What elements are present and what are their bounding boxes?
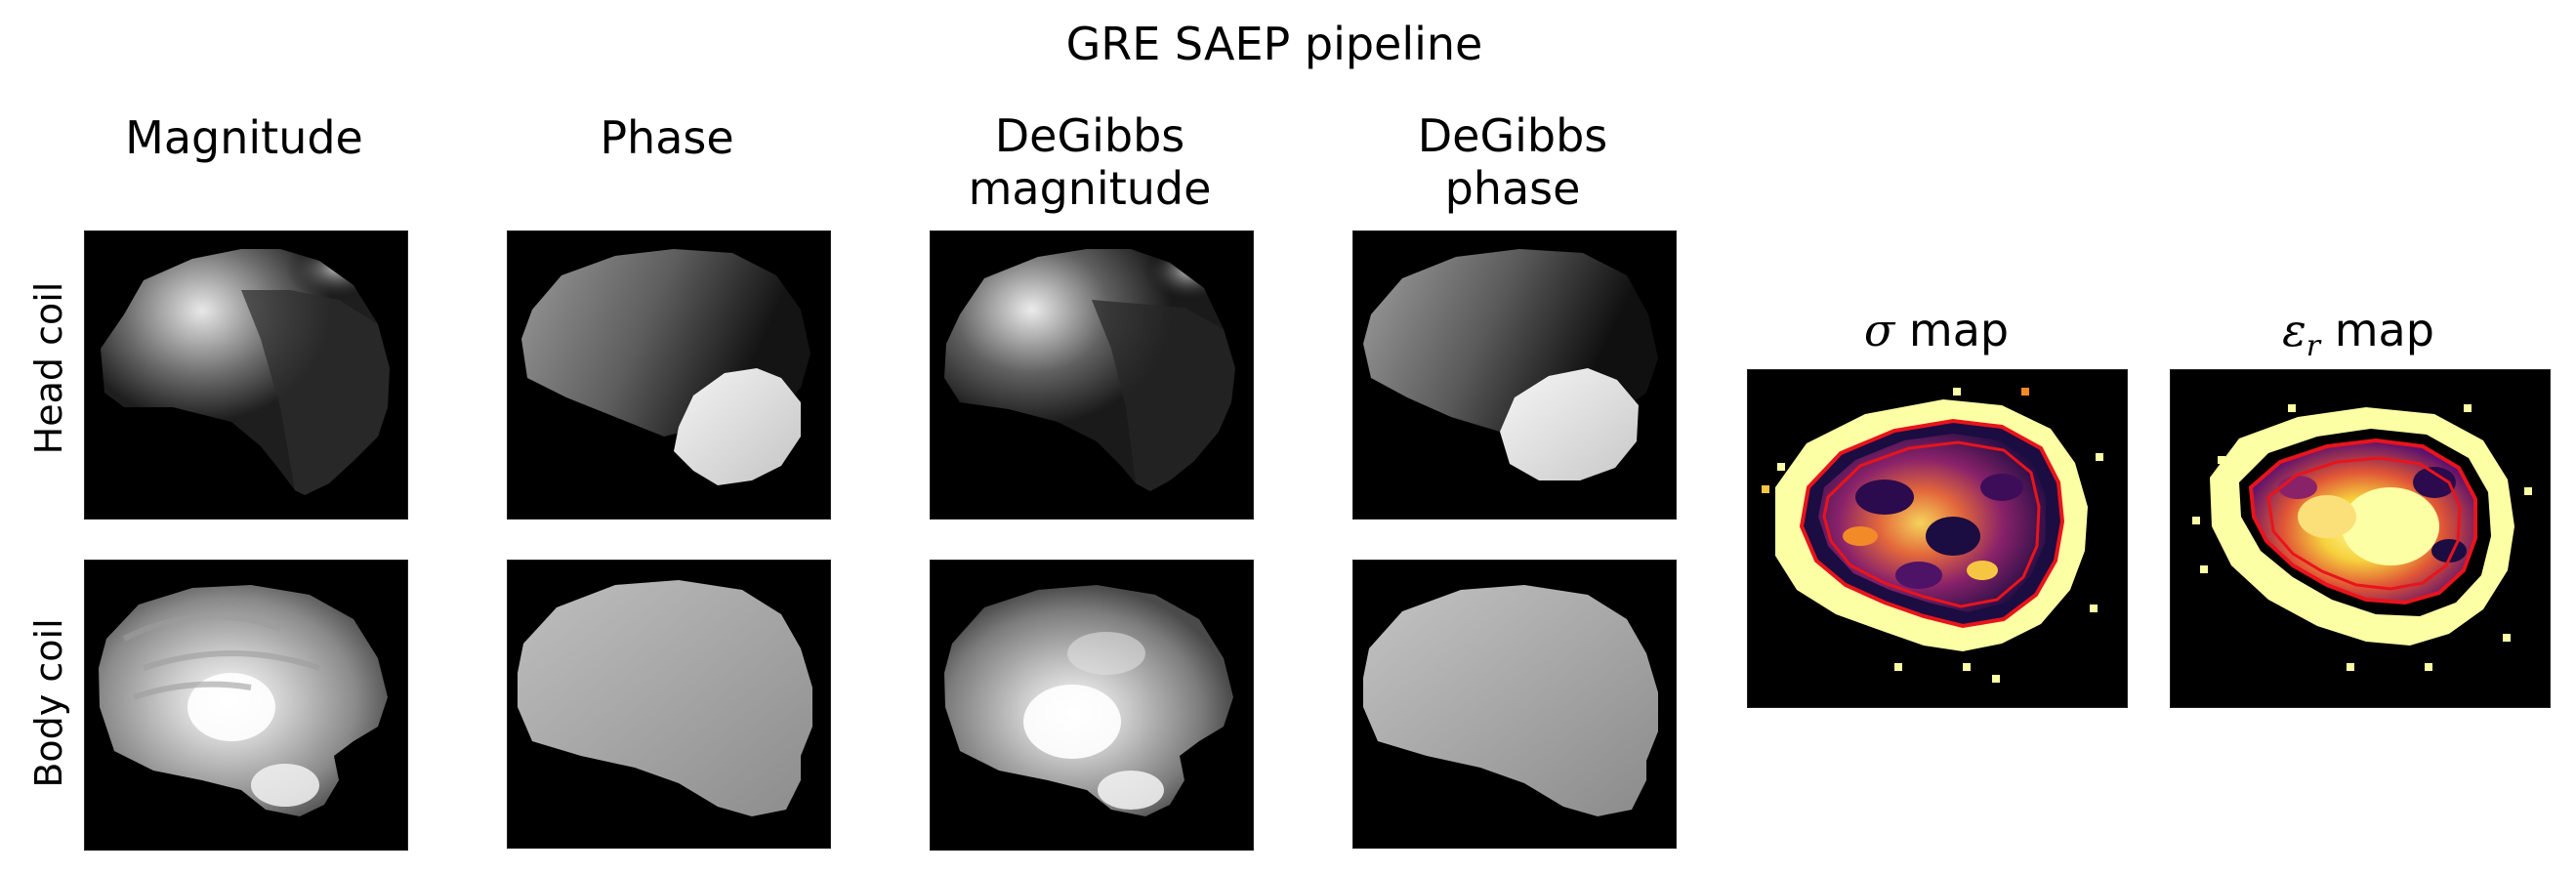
epsilon-map-image bbox=[2170, 369, 2551, 708]
head-coil-phase-image bbox=[507, 230, 831, 520]
sigma-map-image bbox=[1747, 369, 2128, 708]
figure-title: GRE SAEP pipeline bbox=[1065, 18, 1483, 70]
body-coil-phase-image bbox=[507, 560, 831, 849]
body-coil-magnitude-image bbox=[84, 560, 408, 851]
head-coil-degibbs-magnitude-image bbox=[930, 230, 1254, 520]
head-coil-magnitude-image bbox=[84, 230, 408, 520]
column-title-phase: Phase bbox=[600, 111, 734, 164]
row-label-head-coil: Head coil bbox=[27, 281, 70, 455]
column-title-degibbs-phase: DeGibbs phase bbox=[1417, 109, 1608, 215]
sigma-map-title: σ map bbox=[1863, 304, 2010, 356]
row-label-body-coil: Body coil bbox=[27, 618, 70, 788]
epsilon-map-title: εr map bbox=[2282, 304, 2434, 364]
body-coil-degibbs-phase-image bbox=[1352, 560, 1677, 849]
head-coil-degibbs-phase-image bbox=[1352, 230, 1677, 520]
body-coil-degibbs-magnitude-image bbox=[930, 560, 1254, 851]
column-title-magnitude: Magnitude bbox=[125, 111, 363, 164]
column-title-degibbs-magnitude: DeGibbs magnitude bbox=[968, 109, 1212, 215]
